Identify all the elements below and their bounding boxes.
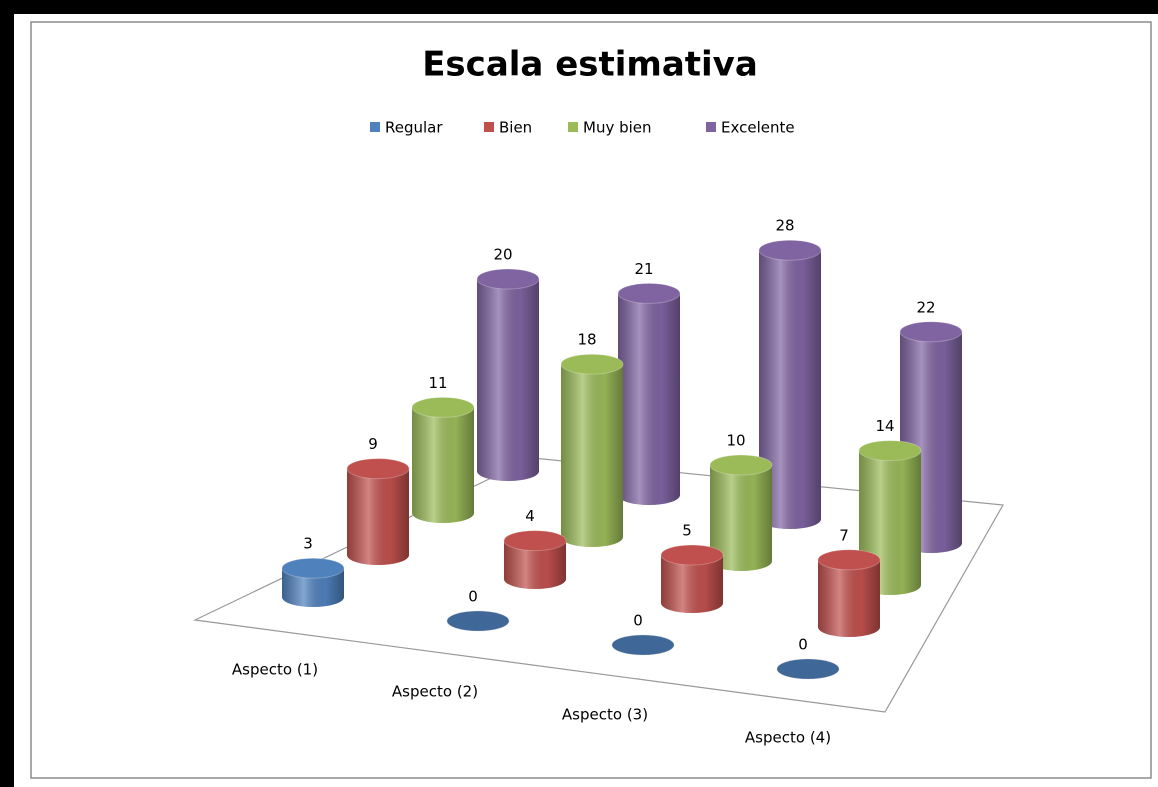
- cylinder: [560, 353, 624, 547]
- cylinder-shade: [561, 364, 623, 547]
- data-label: 0: [798, 636, 808, 654]
- legend-label: Bien: [499, 119, 532, 137]
- cylinder: [709, 454, 773, 571]
- cylinder-top: [817, 549, 881, 571]
- data-label: 7: [839, 526, 849, 544]
- cylinder-top: [446, 610, 510, 632]
- data-label: 14: [875, 417, 894, 435]
- data-label: 10: [726, 432, 745, 450]
- cylinder: [503, 530, 567, 589]
- cylinder-shade: [477, 279, 539, 481]
- data-label: 3: [303, 535, 313, 553]
- cylinder: [817, 549, 881, 637]
- frame-top: [0, 0, 1158, 14]
- cylinder: [776, 658, 840, 680]
- cylinder: [346, 458, 410, 565]
- cylinder-top: [281, 557, 345, 579]
- data-label: 18: [577, 331, 596, 349]
- cylinder-top: [411, 396, 475, 418]
- cylinder-shade: [504, 540, 566, 589]
- data-label: 0: [468, 588, 478, 606]
- cylinder-top: [758, 239, 822, 261]
- x-tick-label: Aspecto (1): [232, 661, 318, 679]
- cylinder: [617, 282, 681, 505]
- data-label: 20: [493, 246, 512, 264]
- chart-title: Escala estimativa: [422, 45, 758, 85]
- data-label: 5: [682, 522, 692, 540]
- cylinder: [281, 557, 345, 607]
- cylinder-top: [899, 321, 963, 343]
- legend-swatch: [370, 122, 380, 132]
- data-label: 22: [916, 298, 935, 316]
- cylinder-shade: [412, 407, 474, 523]
- legend-label: Excelente: [721, 119, 795, 137]
- cylinder: [611, 634, 675, 656]
- cylinder-top: [709, 454, 773, 476]
- cylinder-shade: [282, 568, 344, 607]
- legend-label: Regular: [385, 119, 443, 137]
- cylinder: [446, 610, 510, 632]
- data-label: 28: [775, 217, 794, 235]
- cylinder-top: [617, 282, 681, 304]
- cylinder-shade: [661, 555, 723, 613]
- cylinder: [411, 396, 475, 523]
- x-tick-label: Aspecto (3): [562, 706, 648, 724]
- cylinder-shade: [347, 468, 409, 565]
- data-label: 21: [634, 260, 653, 278]
- cylinder-top: [346, 458, 410, 480]
- x-tick-label: Aspecto (4): [745, 729, 831, 747]
- cylinder: [476, 268, 540, 481]
- cylinder-top: [776, 658, 840, 680]
- cylinder-top: [560, 353, 624, 375]
- frame-left: [0, 0, 14, 787]
- data-label: 4: [525, 507, 535, 525]
- legend-swatch: [568, 122, 578, 132]
- data-label: 0: [633, 612, 643, 630]
- cylinder-shade: [759, 250, 821, 529]
- legend-swatch: [484, 122, 494, 132]
- cylinder-shade: [818, 559, 880, 637]
- cylinder-top: [503, 530, 567, 552]
- cylinder-top: [660, 544, 724, 566]
- cylinder: [758, 239, 822, 529]
- data-label: 11: [428, 374, 447, 392]
- data-label: 9: [368, 435, 378, 453]
- cylinder-top: [476, 268, 540, 290]
- x-tick-label: Aspecto (2): [392, 683, 478, 701]
- cylinder-top: [611, 634, 675, 656]
- legend-swatch: [706, 122, 716, 132]
- legend-label: Muy bien: [583, 119, 652, 137]
- cylinder-shade: [710, 465, 772, 571]
- cylinder: [660, 544, 724, 613]
- cylinder-top: [858, 440, 922, 462]
- cylinder-shade: [618, 293, 680, 505]
